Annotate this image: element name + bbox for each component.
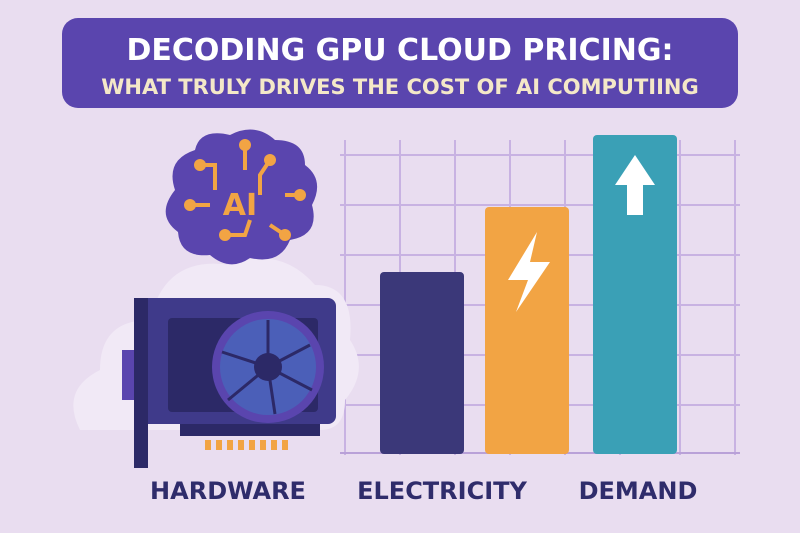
bar-hardware (380, 272, 464, 454)
gpu-card (122, 298, 336, 468)
bar-demand (593, 135, 677, 454)
title-banner (62, 18, 738, 108)
brain-icon: AI (165, 129, 318, 265)
brain-label: AI (223, 188, 257, 223)
label-demand: DEMAND (579, 477, 698, 505)
subtitle: WHAT TRULY DRIVES THE COST OF AI COMPUTI… (101, 75, 698, 99)
label-hardware: HARDWARE (150, 477, 306, 505)
title: DECODING GPU CLOUD PRICING: (126, 33, 673, 68)
lightning-icon (508, 232, 550, 312)
bar-electricity (485, 207, 569, 454)
label-electricity: ELECTRICITY (357, 477, 527, 505)
arrow-icon (615, 155, 655, 215)
